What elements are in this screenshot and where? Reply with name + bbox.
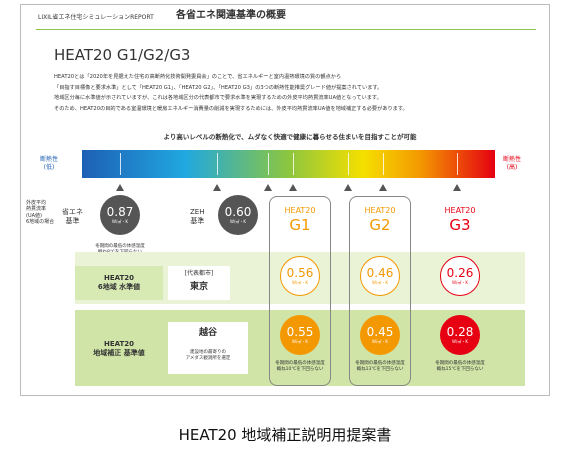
unit: W/㎡・K <box>112 219 128 224</box>
city: 東京 <box>189 282 208 292</box>
tick <box>383 153 384 175</box>
unit: W/㎡・K <box>230 219 246 224</box>
arrow <box>116 184 124 191</box>
value: 0.26 <box>446 266 474 280</box>
value: 0.87 <box>106 205 134 219</box>
scale-low: 断熱性 (低) <box>40 156 59 171</box>
city-box <box>168 266 230 300</box>
arrow <box>213 184 221 191</box>
scale-high: 断熱性 (高) <box>503 156 522 171</box>
std-circle: 0.87 W/㎡・K <box>100 195 140 235</box>
paragraph: HEAT20とは「2020年を見据えた住宅の高断熱化技術開発委員会」のことで、省… <box>54 72 408 114</box>
rule <box>36 29 536 30</box>
unit: W/㎡・K <box>452 280 468 285</box>
grade-box <box>269 196 331 386</box>
grade-name: G1 <box>289 216 311 234</box>
paragraph-line: そのため、HEAT20の目的である室温環境と暖房エネルギー消費量の削減を実現する… <box>54 105 408 112</box>
note: 冬期間の最低の体感温度 概ね10℃を下回らない <box>275 361 325 372</box>
arrow <box>264 184 272 191</box>
ua-label: 外皮平均 熱貫流率 (UA値) 6地域の場合 <box>26 200 55 225</box>
arrow <box>289 184 297 191</box>
arrow <box>344 184 352 191</box>
city-note: 建設地の最寄りの アメダス観測所を選定 <box>185 350 231 361</box>
tick <box>348 153 349 175</box>
city-tag: [代表都市] <box>184 270 214 277</box>
paragraph-line: HEAT20とは「2020年を見据えた住宅の高断熱化技術開発委員会」のことで、省… <box>54 74 342 80</box>
report: LIXIL省エネ住宅シミュレーションREPORT <box>38 14 154 21</box>
section: 各省エネ関連基準の概要 <box>176 10 286 21</box>
grade-brand: HEAT20 <box>444 206 476 215</box>
note: 冬期間の最低の体感温度 概ね13℃を下回らない <box>355 361 405 372</box>
corrected-circle: 0.45 W/㎡・K <box>360 315 400 355</box>
zeh-label: ZEH 基準 <box>190 208 205 225</box>
standard-circle: 0.26 W/㎡・K <box>440 256 480 296</box>
unit: W/㎡・K <box>452 339 468 344</box>
grade-name: G2 <box>369 216 391 234</box>
std-label: 省エネ 基準 <box>62 208 83 225</box>
row-label-box <box>75 266 163 300</box>
corrected-circle: 0.28 W/㎡・K <box>440 315 480 355</box>
arrow <box>453 184 461 191</box>
row-label: HEAT20 6地域 水準値 <box>97 274 141 291</box>
tick <box>217 153 218 175</box>
value: 0.55 <box>286 325 314 339</box>
unit: W/㎡・K <box>372 280 388 285</box>
tick <box>293 153 294 175</box>
city-box <box>168 322 248 374</box>
paragraph-line: 地域区分毎に水準値が示されていますが、これは各地域区分の代表都市で要求水準を実現… <box>54 95 382 101</box>
unit: W/㎡・K <box>292 280 308 285</box>
value: 0.46 <box>366 266 394 280</box>
standard-circle: 0.56 W/㎡・K <box>280 256 320 296</box>
unit: W/㎡・K <box>292 339 308 344</box>
tick <box>268 153 269 175</box>
arrow <box>379 184 387 191</box>
grade-brand: HEAT20 <box>284 206 316 215</box>
row-label: HEAT20 地域補正 基準値 <box>93 340 145 357</box>
corrected-circle: 0.55 W/㎡・K <box>280 315 320 355</box>
value: 0.45 <box>366 325 394 339</box>
caption: HEAT20 地域補正説明用提案書 <box>178 426 392 444</box>
zeh-circle: 0.60 W/㎡・K <box>218 195 258 235</box>
grade-box <box>349 196 411 386</box>
title: HEAT20 G1/G2/G3 <box>54 46 191 64</box>
note: 冬期間の最低の体感温度 概ね15℃を下回らない <box>435 361 485 372</box>
gradient-bar <box>82 150 495 178</box>
grade-name: G3 <box>449 216 471 234</box>
value: 0.60 <box>224 205 252 219</box>
tick <box>457 153 458 175</box>
tick <box>120 153 121 175</box>
city: 越谷 <box>198 328 217 338</box>
standard-circle: 0.46 W/㎡・K <box>360 256 400 296</box>
grade-brand: HEAT20 <box>364 206 396 215</box>
unit: W/㎡・K <box>372 339 388 344</box>
value: 0.28 <box>446 325 474 339</box>
lead: より高いレベルの断熱化で、ムダなく快適で健康に暮らせる住まいを目指すことが可能 <box>163 133 417 141</box>
paragraph-line: 「目指す目標像と要求水準」として「HEAT20 G1」、「HEAT20 G2」、… <box>54 84 383 91</box>
frame <box>20 4 550 396</box>
value: 0.56 <box>286 266 314 280</box>
